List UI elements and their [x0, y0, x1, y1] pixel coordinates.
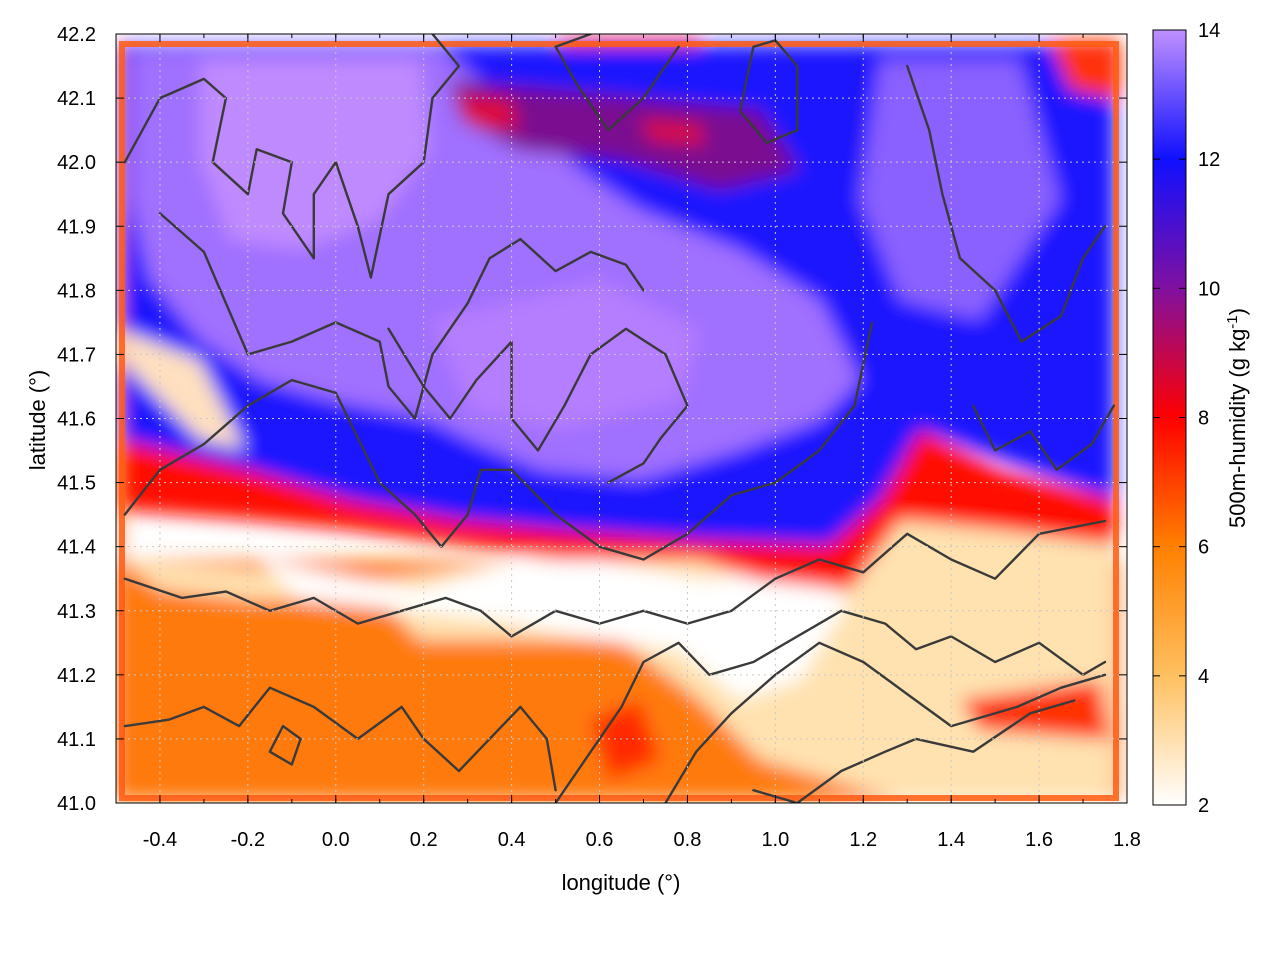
field-north-red-pocket-2: [640, 120, 705, 145]
axis-ticks: [115, 33, 1128, 804]
field-northeast-violet: [860, 60, 1060, 320]
field-north-lilac: [200, 60, 430, 250]
y-tick-label: 42.1: [57, 88, 96, 110]
x-tick-label: 0.8: [674, 829, 702, 851]
field-south-red: [590, 700, 660, 780]
contour-line: [664, 641, 1107, 803]
x-tick-label: 1.2: [849, 829, 877, 851]
field-north-red-pocket-1: [455, 95, 520, 130]
y-axis-title: latitude (°): [25, 370, 50, 471]
colorbar-title-suffix: ): [1225, 308, 1250, 315]
colorbar-tick-labels: 2 4 6 8 10 12 14: [1198, 20, 1220, 817]
colorbar-tick-label: 4: [1198, 666, 1209, 688]
colorbar-tick-label: 14: [1198, 20, 1220, 42]
humidity-field: [116, 34, 1122, 803]
y-tick-labels: 41.0 41.1 41.2 41.3 41.4 41.5 41.6 41.7 41.8 41.9…: [57, 24, 96, 815]
field-central-lilac: [430, 280, 700, 430]
y-tick-label: 41.9: [57, 216, 96, 238]
x-tick-label: -0.2: [231, 829, 265, 851]
contour-line: [158, 212, 645, 420]
field-south-white: [260, 560, 850, 700]
x-tick-label: 1.6: [1025, 829, 1053, 851]
contour-line: [554, 609, 1107, 803]
y-tick-label: 41.3: [57, 601, 96, 623]
colorbar-tick-label: 12: [1198, 149, 1220, 171]
contour-line: [268, 724, 302, 766]
y-tick-label: 41.2: [57, 665, 96, 687]
contour-line: [906, 64, 1107, 343]
field-northeast-red: [1050, 40, 1120, 100]
colorbar: 2 4 6 8 10 12 14 500m-humidity (g kg-1): [1152, 20, 1250, 817]
y-tick-label: 41.0: [57, 793, 96, 815]
plot-area: [115, 33, 1128, 804]
x-tick-label: 0.0: [322, 829, 350, 851]
y-tick-label: 41.4: [57, 537, 96, 559]
x-tick-labels: -0.4 -0.2 0.0 0.2 0.4 0.6 0.8 1.0 1.2 1.4 1.6 1.8: [143, 829, 1141, 851]
y-tick-label: 41.5: [57, 473, 96, 495]
x-tick-label: 1.8: [1113, 829, 1141, 851]
contour-line: [123, 321, 874, 561]
x-tick-label: 1.0: [761, 829, 789, 851]
x-tick-label: 0.2: [410, 829, 438, 851]
colorbar-title: 500m-humidity (g kg-1): [1224, 308, 1250, 528]
colorbar-tick-label: 10: [1198, 278, 1220, 300]
colorbar-tick-label: 6: [1198, 537, 1209, 559]
colorbar-ticks: [1153, 29, 1186, 806]
contour-line: [972, 404, 1115, 471]
contour-line: [752, 699, 1076, 803]
humidity-field-blurred: [116, 36, 1122, 800]
field-north-purple: [450, 80, 800, 190]
field-southeast-red: [960, 680, 1110, 740]
y-tick-label: 41.8: [57, 280, 96, 302]
contour-line: [554, 34, 680, 132]
y-tick-label: 41.7: [57, 344, 96, 366]
colorbar-tick-label: 2: [1198, 795, 1209, 817]
contour-line: [123, 686, 557, 792]
colorbar-title-main: 500m-humidity (g kg: [1225, 329, 1250, 528]
contour-line: [387, 327, 689, 484]
x-tick-label: -0.4: [143, 829, 177, 851]
field-west-streak: [122, 330, 245, 450]
grid: [116, 33, 1128, 804]
x-tick-label: 0.6: [586, 829, 614, 851]
x-axis-title: longitude (°): [562, 870, 681, 895]
y-tick-label: 41.6: [57, 409, 96, 431]
field-front-red: [120, 430, 1115, 590]
colorbar-title-superscript: -1: [1224, 315, 1241, 328]
y-tick-label: 42.0: [57, 152, 96, 174]
x-tick-label: 1.4: [937, 829, 965, 851]
domain-boundary: [119, 41, 1119, 801]
y-tick-label: 41.1: [57, 729, 96, 751]
y-tick-label: 42.2: [57, 24, 96, 46]
colorbar-tick-label: 8: [1198, 408, 1209, 430]
x-tick-label: 0.4: [498, 829, 526, 851]
